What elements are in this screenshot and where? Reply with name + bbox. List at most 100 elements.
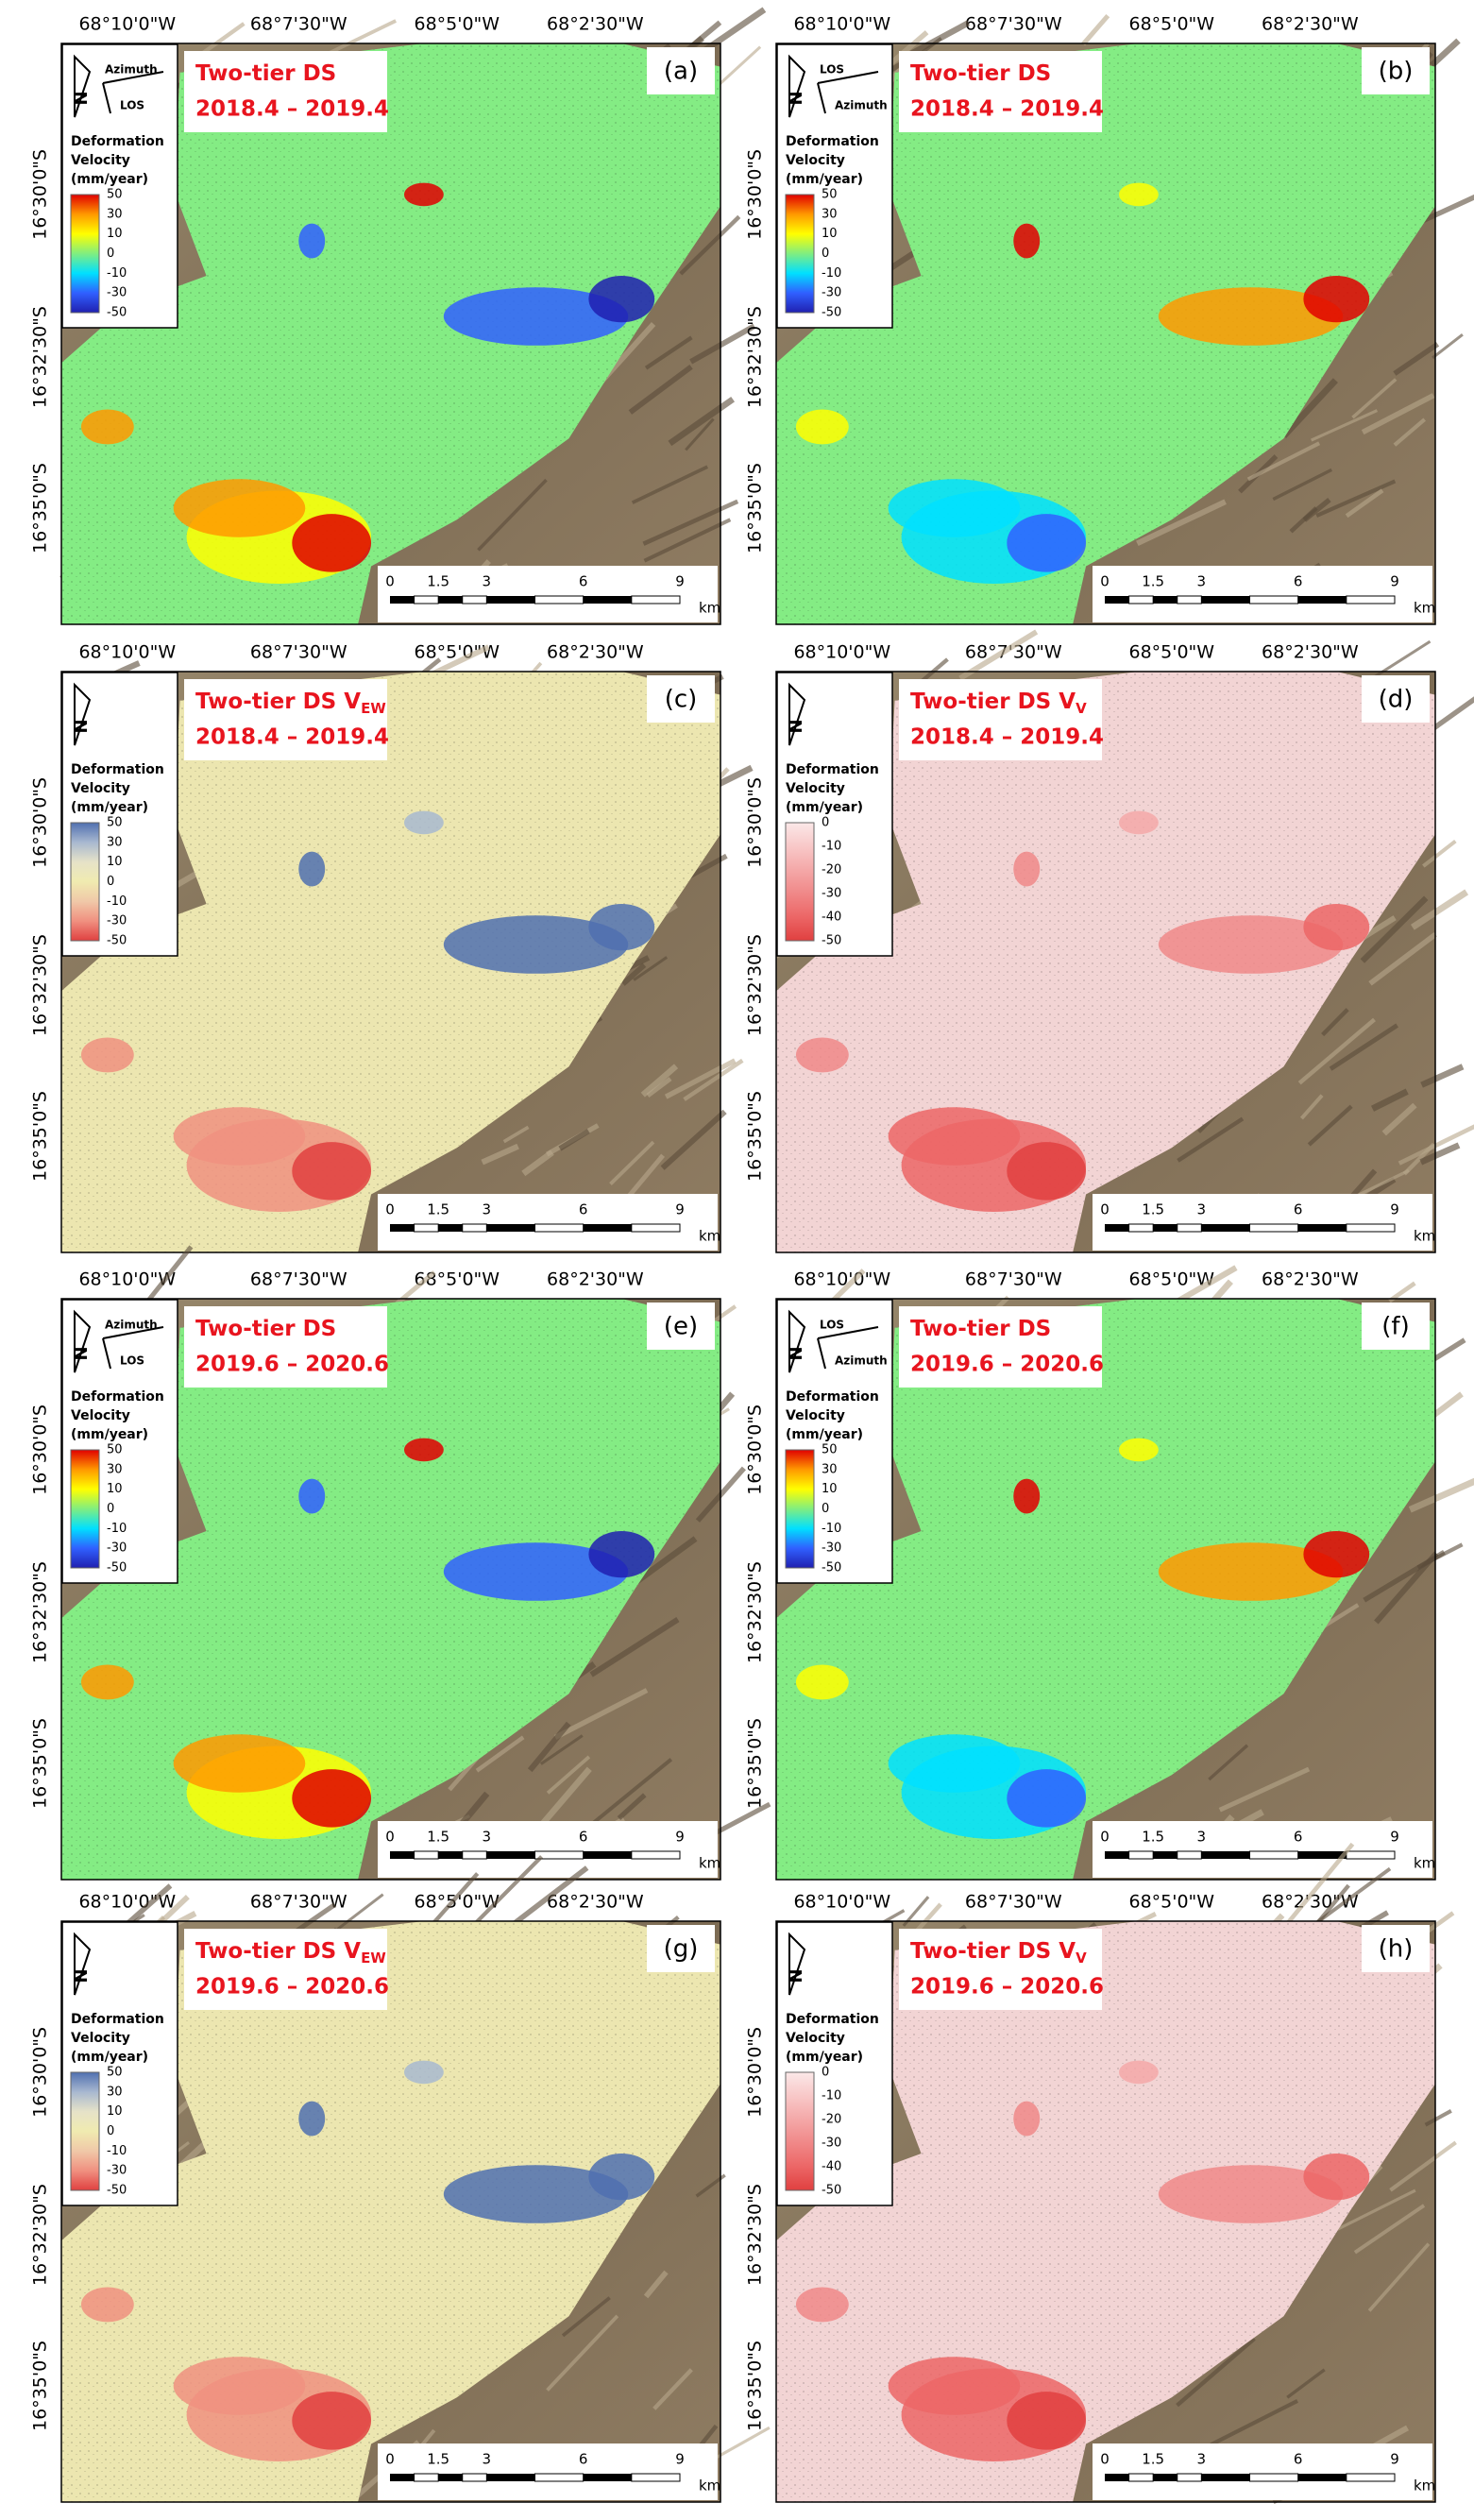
ridge: [617, 1793, 647, 1821]
scale-segment: [1346, 1850, 1396, 1860]
deformation-zone: [1013, 2101, 1041, 2137]
frame: [775, 1298, 1436, 1881]
panel-title: Two-tier DS VEW: [195, 1939, 386, 1967]
deformation-zone: [1013, 223, 1041, 259]
arrow-label: LOS: [120, 1354, 144, 1368]
map-panel: N LOS Azimuth Deformation Velocity (mm/year)5…: [775, 1265, 1474, 1881]
scale-box: [378, 2443, 718, 2500]
legend-tick: -50: [107, 1561, 127, 1575]
deformation-zone: [443, 1542, 629, 1601]
scale-unit: km: [1414, 1228, 1435, 1245]
legend-tick: 0: [107, 2124, 114, 2138]
ridge: [609, 1140, 655, 1185]
lat-label: 16°32'30"S: [30, 934, 51, 1036]
scale-segment: [1105, 2474, 1129, 2481]
colorbar: [70, 194, 100, 314]
legend-tick: -50: [107, 934, 127, 948]
deformation-zone: [173, 479, 306, 537]
panel-label: (f): [1381, 1313, 1409, 1341]
scale-segment: [438, 1851, 463, 1859]
deformation-zone: [298, 223, 326, 259]
frame: [60, 671, 721, 1253]
ridge: [1311, 409, 1379, 442]
legend-title: Velocity: [786, 781, 845, 796]
deformation-zone: [292, 2392, 372, 2450]
ridge: [558, 1129, 590, 1151]
deformation-zone: [298, 851, 326, 887]
ridge: [1374, 1551, 1439, 1625]
ridge: [1418, 194, 1474, 225]
ridge: [1310, 1866, 1392, 1929]
legend-tick: 30: [822, 1462, 838, 1476]
panel-period: 2018.4 – 2019.4: [195, 97, 389, 122]
frame: [775, 671, 1436, 1253]
legend-title: (mm/year): [71, 800, 148, 815]
deformation-zone: [173, 1734, 306, 1793]
ridge: [1393, 342, 1440, 376]
scale-tick: 6: [1294, 1829, 1303, 1846]
scale-segment: [1153, 1851, 1178, 1859]
deformation-zone: [1118, 182, 1159, 207]
colorbar: [785, 822, 815, 942]
legend-tick: -50: [107, 2184, 127, 2198]
legend-tick: 10: [822, 1482, 838, 1496]
scale-segment: [1153, 1224, 1178, 1232]
legend-title: (mm/year): [786, 1427, 863, 1442]
panel-period: 2019.6 – 2020.6: [910, 1353, 1104, 1377]
legend-tick: -10: [822, 2089, 841, 2103]
scale-unit: km: [699, 1855, 720, 1872]
legend-tick: 50: [107, 1443, 123, 1457]
legend-tick: -50: [107, 306, 127, 320]
legend-tick: 0: [822, 2066, 829, 2080]
deformation-zone: [80, 1037, 134, 1073]
legend-tick: -30: [107, 2164, 127, 2178]
legend-tick: 10: [822, 227, 838, 241]
scale-segment: [1346, 1223, 1396, 1233]
ridge: [685, 417, 715, 451]
scale-segment: [462, 595, 487, 604]
ridge: [592, 1758, 673, 1825]
legend-title: Velocity: [71, 1408, 130, 1423]
lat-label: 16°32'30"S: [30, 1561, 51, 1663]
lon-label: 68°2'30"W: [547, 1269, 644, 1290]
legend-tick: 50: [822, 1443, 838, 1457]
ridge: [561, 2296, 611, 2338]
deformation-zone: [403, 2060, 444, 2085]
scale-segment: [1201, 1224, 1250, 1232]
ridge: [1272, 468, 1333, 502]
north-arrow: [788, 54, 806, 118]
lat-label: 16°30'0"S: [745, 2027, 766, 2118]
scale-segment: [1201, 1851, 1250, 1859]
lat-label: 16°30'0"S: [745, 1405, 766, 1495]
ridge: [668, 396, 736, 447]
legend-title: Deformation: [786, 762, 879, 777]
direction-arrow: [102, 82, 111, 114]
legend-tick: -50: [822, 934, 841, 948]
panel-title: Two-tier DS VV: [910, 690, 1087, 717]
scale-segment: [486, 1851, 535, 1859]
lat-label: 16°35'0"S: [30, 463, 51, 553]
scale-tick: 6: [579, 573, 588, 590]
scale-tick: 3: [483, 573, 492, 590]
lat-label: 16°32'30"S: [745, 934, 766, 1036]
scale-segment: [583, 1851, 632, 1859]
scale-tick: 1.5: [1142, 2451, 1164, 2468]
direction-arrow: [817, 71, 879, 84]
lon-label: 68°7'30"W: [250, 1269, 347, 1290]
scale-tick: 0: [1100, 1201, 1110, 1218]
panel-period: 2019.6 – 2020.6: [195, 1975, 389, 2000]
title-box: [184, 51, 387, 132]
scale-segment: [1128, 2473, 1154, 2482]
frame: [60, 1298, 721, 1881]
lat-label: 16°30'0"S: [30, 149, 51, 240]
scale-tick: 9: [675, 2451, 685, 2468]
coverage-texture: [61, 672, 720, 1252]
arrow-label: Azimuth: [835, 99, 888, 112]
legend-tick: -30: [822, 887, 841, 901]
colorbar: [785, 1449, 815, 1569]
north-letter: N: [787, 91, 806, 105]
map-panel: NDeformationVelocity(mm/year)0-10-20-30-…: [775, 629, 1474, 1253]
title-box: [899, 679, 1102, 760]
north-letter: N: [72, 1968, 92, 1983]
